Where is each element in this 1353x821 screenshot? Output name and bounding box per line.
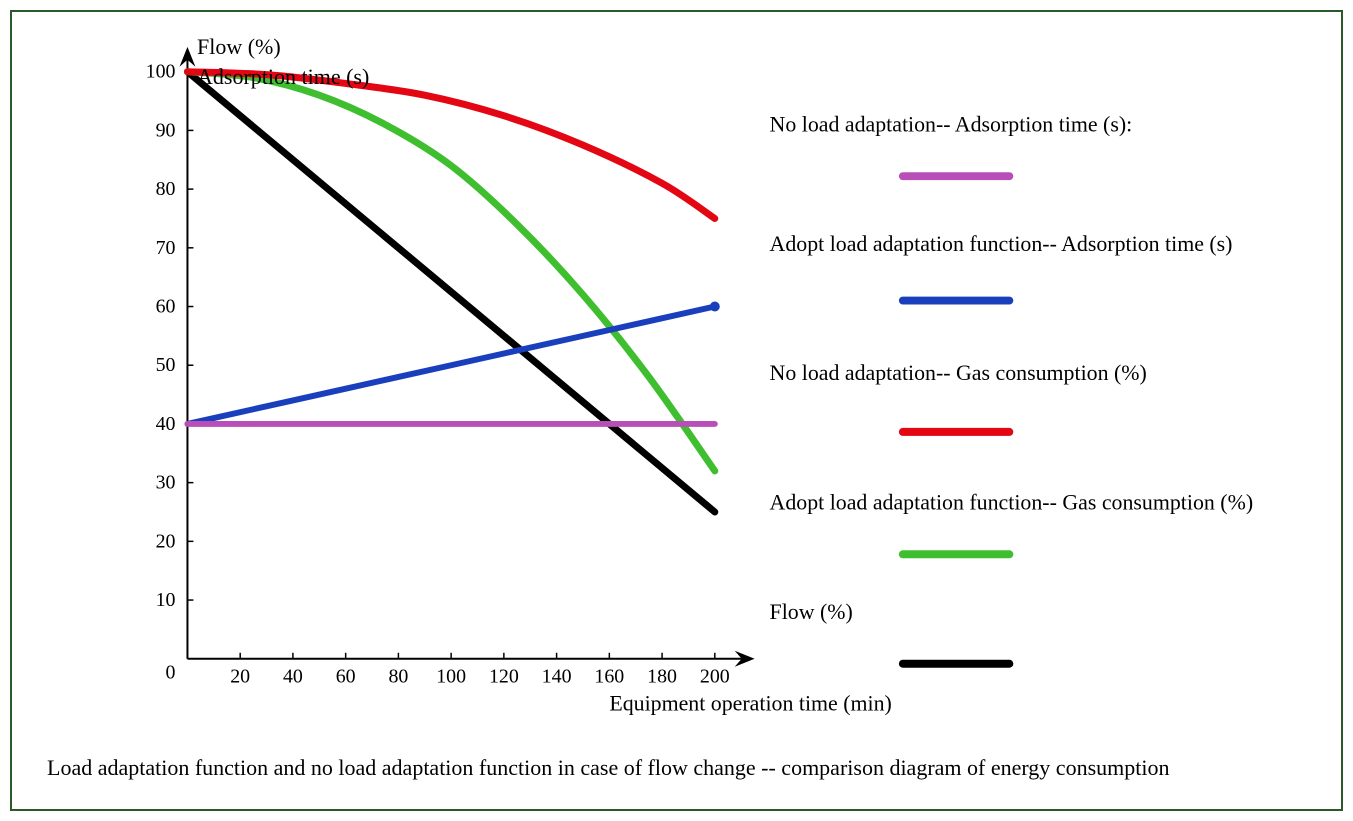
series-noload_gas_consumption [187,72,714,219]
y-tick-label: 80 [156,178,176,200]
chart-caption: Load adaptation function and no load ada… [47,755,1307,781]
chart-frame: 10 20 30 40 50 60 70 80 90 100 20 40 60 80 100 120 140 16… [10,10,1343,811]
legend-label-noload_gas_consumption: No load adaptation-- Gas consumption (%) [770,360,1147,385]
y-tick-label: 10 [156,589,176,611]
legend-swatch-noload_adsorption_time [899,172,1013,180]
x-axis-title: Equipment operation time (min) [609,690,892,715]
origin-label: 0 [166,662,176,684]
x-tick-label: 80 [388,666,408,688]
x-tick-label: 40 [283,666,303,688]
x-tick-label: 140 [542,666,572,688]
series-endpoint-dot [710,302,720,312]
legend-swatch-flow [899,660,1013,668]
y-tick-label: 30 [156,472,176,494]
legend-label-adopt_gas_consumption: Adopt load adaptation function-- Gas con… [770,490,1254,515]
x-tick-label: 120 [489,666,519,688]
x-tick-label: 160 [594,666,624,688]
y-tick-label: 20 [156,530,176,552]
chart-svg: 10 20 30 40 50 60 70 80 90 100 20 40 60 80 100 120 140 16… [12,12,1341,809]
y-axis-title-1: Flow (%) [197,34,281,60]
x-tick-label: 100 [436,666,466,688]
series-flow [187,72,714,512]
x-tick-label: 20 [230,666,250,688]
y-axis-title-2: Adsorption time (s) [197,64,369,90]
legend-swatch-adopt_gas_consumption [899,550,1013,558]
y-tick-label: 100 [146,61,176,83]
legend-swatch-noload_gas_consumption [899,428,1013,436]
series-adopt_gas_consumption [187,72,714,471]
y-tick-label: 70 [156,237,176,259]
legend-swatch-adopt_adsorption_time [899,297,1013,305]
y-tick-label: 50 [156,354,176,376]
x-tick-label: 200 [700,666,730,688]
y-tick-label: 40 [156,413,176,435]
x-tick-label: 180 [647,666,677,688]
legend-label-flow: Flow (%) [770,599,853,624]
legend-label-noload_adsorption_time: No load adaptation-- Adsorption time (s)… [770,111,1133,136]
y-tick-label: 90 [156,119,176,141]
y-tick-label: 60 [156,295,176,317]
legend-label-adopt_adsorption_time: Adopt load adaptation function-- Adsorpt… [770,231,1233,256]
x-tick-label: 60 [336,666,356,688]
